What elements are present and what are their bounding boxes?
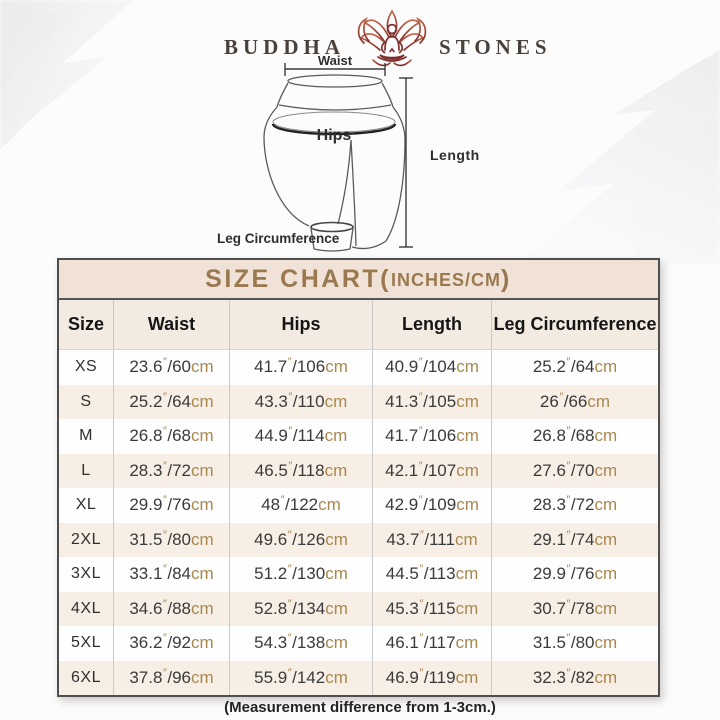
measurement-cell: 41.7 ″/106 cm xyxy=(230,350,373,385)
table-row: L 28.3 ″/72 cm 46.5 ″/118 cm 42.1 ″/107 cm 27.6 ″/7… xyxy=(59,453,658,488)
measurement-cell: 46.1 ″/117 cm xyxy=(373,626,492,661)
size-cell: 6XL xyxy=(59,660,114,695)
measurement-cell: 40.9 ″/104 cm xyxy=(373,350,492,385)
size-cell: M xyxy=(59,419,114,454)
measurement-cell: 52.8 ″/134 cm xyxy=(230,591,373,626)
waist-label: Waist xyxy=(317,53,353,68)
measurement-cell: 27.6 ″/70 cm xyxy=(532,459,618,480)
column-header: Length xyxy=(373,300,492,349)
background-art xyxy=(0,0,78,90)
measurement-cell: 44.5 ″/113 cm xyxy=(373,557,492,592)
measurement-cell: 26.8 ″/68 cm xyxy=(532,425,618,446)
title-paren: ( xyxy=(380,264,391,293)
measurement-cell: 37.8 ″/96 cm xyxy=(114,660,230,695)
measurement-cell: 41.7 ″/106 cm xyxy=(373,419,492,454)
column-header: Waist xyxy=(114,300,230,349)
size-cell: S xyxy=(59,384,114,419)
table-row: 3XL 33.1 ″/84 cm 51.2 ″/130 cm 44.5 ″/113 cm 29.9 ″… xyxy=(59,557,658,592)
measurement-cell: 45.3 ″/115 cm xyxy=(373,591,492,626)
size-chart-title: SIZE CHART ( INCHES/CM ) xyxy=(59,260,658,300)
pants-outline xyxy=(263,74,406,252)
measurement-cell: 32.3 ″/82 cm xyxy=(532,666,618,687)
measurement-cell: 28.3 ″/72 cm xyxy=(532,494,618,515)
table-row: 6XL 37.8 ″/96 cm 55.9 ″/142 cm 46.9 ″/119 cm 32.3 ″… xyxy=(59,660,658,695)
lotus-meditation-icon xyxy=(357,9,427,67)
measurement-cell: 49.6 ″/126 cm xyxy=(230,522,373,557)
background-art xyxy=(518,50,720,265)
brand-logo: BUDDHA xyxy=(224,8,552,72)
length-label: Length xyxy=(430,147,480,163)
table-row: S 25.2 ″/64 cm 43.3 ″/110 cm 41.3 ″/105 cm 26 ″/66 c… xyxy=(59,384,658,419)
measurement-cell: 34.6 ″/88 cm xyxy=(114,591,230,626)
measurement-cell: 51.2 ″/130 cm xyxy=(230,557,373,592)
table-row: M 26.8 ″/68 cm 44.9 ″/114 cm 41.7 ″/106 cm 26.8 ″/6… xyxy=(59,419,658,454)
pants-measurement-diagram xyxy=(263,63,413,252)
measurement-cell: 48 ″/122 cm xyxy=(230,488,373,523)
measurement-cell: 36.2 ″/92 cm xyxy=(114,626,230,661)
table-body: XS 23.6 ″/60 cm 41.7 ″/106 cm 40.9 ″/104 cm 25.2 ″ /… xyxy=(59,350,658,695)
measurement-cell: 25.2 ″/64 cm xyxy=(532,356,618,377)
size-cell: 5XL xyxy=(59,626,114,661)
hips-label: Hips xyxy=(316,127,352,144)
measurement-cell: 33.1 ″/84 cm xyxy=(114,557,230,592)
table-row: 2XL 31.5 ″/80 cm 49.6 ″/126 cm 43.7 ″/111 cm 29.1 ″… xyxy=(59,522,658,557)
size-cell: L xyxy=(59,453,114,488)
column-header: Leg Circumference xyxy=(493,314,657,334)
table-header-row: Size Waist Hips Length Leg Circumference xyxy=(59,300,658,350)
measurement-cell: 23.6 ″/60 cm xyxy=(114,350,230,385)
brand-word-right: STONES xyxy=(439,34,552,59)
measurement-cell: 29.1 ″/74 cm xyxy=(532,528,618,549)
brand-word-left: BUDDHA xyxy=(224,34,346,59)
measurement-cell: 31.5 ″/80 cm xyxy=(114,522,230,557)
measurement-cell: 31.5 ″/80 cm xyxy=(532,632,618,653)
leg-circumference-label: Leg Circumference xyxy=(217,231,340,246)
table-row: XS 23.6 ″/60 cm 41.7 ″/106 cm 40.9 ″/104 cm 25.2 ″ /… xyxy=(59,350,658,385)
size-cell: 3XL xyxy=(59,557,114,592)
column-header: Hips xyxy=(230,300,373,349)
measurement-cell: 43.3 ″/110 cm xyxy=(230,384,373,419)
measurement-cell: 42.9 ″/109 cm xyxy=(373,488,492,523)
size-chart-table: SIZE CHART ( INCHES/CM ) Size Waist Hips Le… xyxy=(57,258,660,697)
measurement-cell: 25.2 ″/64 cm xyxy=(114,384,230,419)
table-row: 5XL 36.2 ″/92 cm 54.3 ″/138 cm 46.1 ″/117 cm 31.5 ″… xyxy=(59,626,658,661)
measurement-cell: 26.8 ″/68 cm xyxy=(114,419,230,454)
title-main: SIZE CHART xyxy=(205,264,381,293)
measurement-cell: 44.9 ″/114 cm xyxy=(230,419,373,454)
size-cell: 4XL xyxy=(59,591,114,626)
measurement-cell: 29.9 ″/76 cm xyxy=(114,488,230,523)
measurement-note: (Measurement difference from 1-3cm.) xyxy=(224,699,496,716)
size-cell: XL xyxy=(59,488,114,523)
measurement-cell: 29.9 ″/76 cm xyxy=(532,563,618,584)
column-header: Size xyxy=(59,300,114,349)
background-art xyxy=(0,0,134,150)
measurement-cell: 26 ″/66 cm xyxy=(539,390,611,411)
table-row: 4XL 34.6 ″/88 cm 52.8 ″/134 cm 45.3 ″/115 cm 30.7 ″… xyxy=(59,591,658,626)
measurement-cell: 42.1 ″/107 cm xyxy=(373,453,492,488)
measurement-cell: 28.3 ″/72 cm xyxy=(114,453,230,488)
measurement-cell: 54.3 ″/138 cm xyxy=(230,626,373,661)
measurement-cell: 55.9 ″/142 cm xyxy=(230,660,373,695)
measurement-cell: 43.7 ″/111 cm xyxy=(373,522,492,557)
size-cell: 2XL xyxy=(59,522,114,557)
measurement-cell: 46.9 ″/119 cm xyxy=(373,660,492,695)
title-units: INCHES/CM xyxy=(390,269,501,290)
title-paren: ) xyxy=(501,264,512,293)
table-row: XL 29.9 ″/76 cm 48 ″/122 cm 42.9 ″/109 cm 28.3 ″/72… xyxy=(59,488,658,523)
measurement-cell: 46.5 ″/118 cm xyxy=(230,453,373,488)
measurement-cell: 41.3 ″/105 cm xyxy=(373,384,492,419)
size-cell: XS xyxy=(59,350,114,385)
measurement-cell: 30.7 ″/78 cm xyxy=(532,597,618,618)
